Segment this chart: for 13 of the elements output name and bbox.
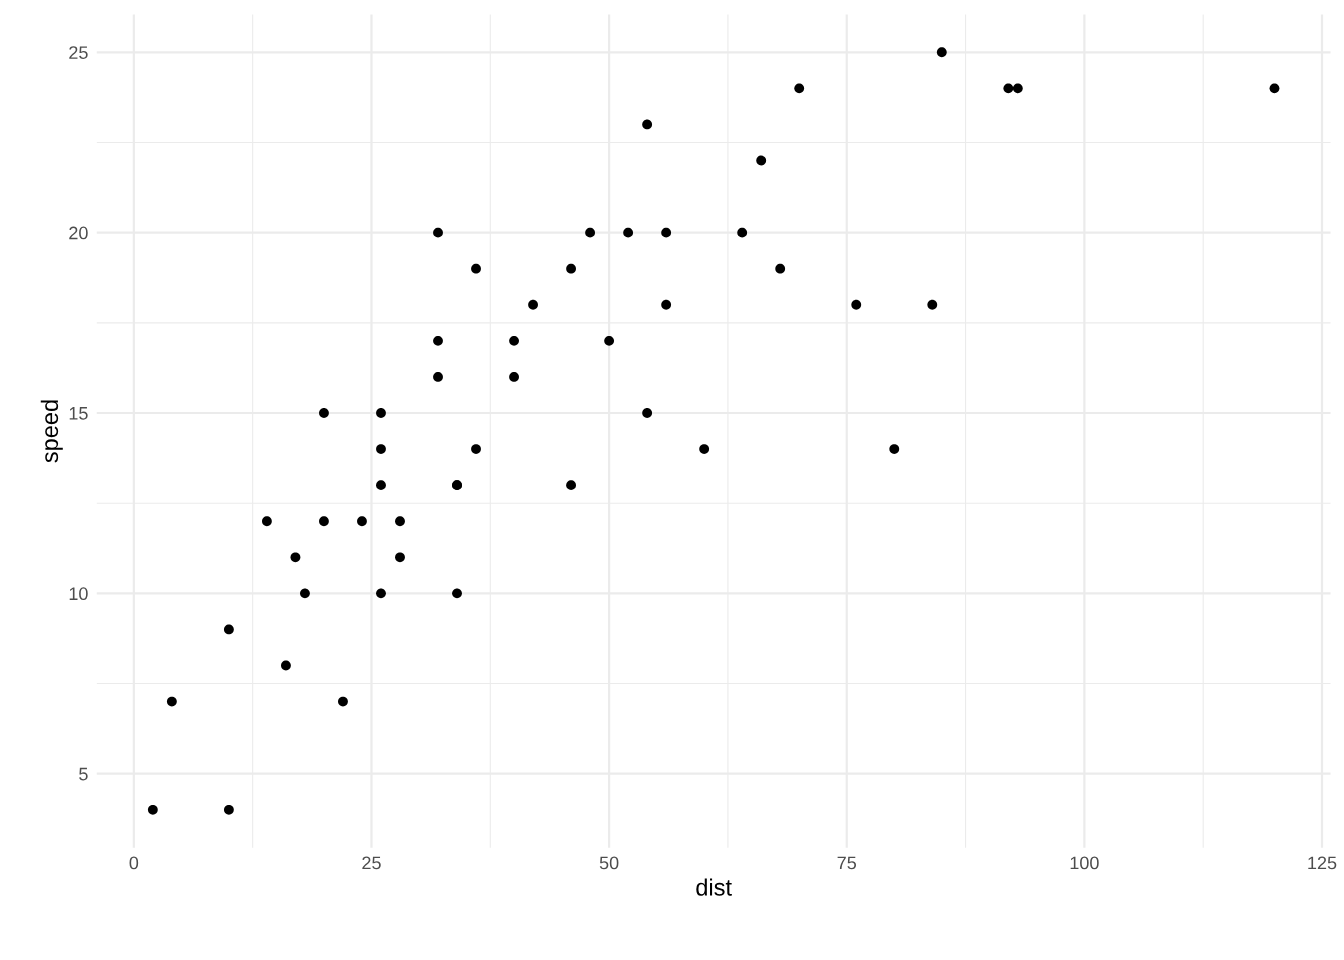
x-tick-label: 75	[837, 856, 857, 870]
x-tick-label: 100	[1070, 856, 1099, 870]
y-axis-title: speed	[40, 400, 63, 463]
x-tick-label: 25	[362, 856, 381, 870]
x-tick-label: 50	[599, 856, 619, 870]
y-tick-label: 10	[69, 587, 88, 601]
y-tick-label: 15	[69, 407, 88, 420]
x-axis-title: dist	[696, 878, 732, 896]
y-tick-label: 25	[69, 46, 88, 59]
x-tick-label: 125	[1308, 856, 1337, 870]
x-tick-label: 0	[129, 856, 139, 870]
y-tick-label: 5	[79, 767, 88, 781]
y-tick-label: 20	[69, 226, 88, 240]
